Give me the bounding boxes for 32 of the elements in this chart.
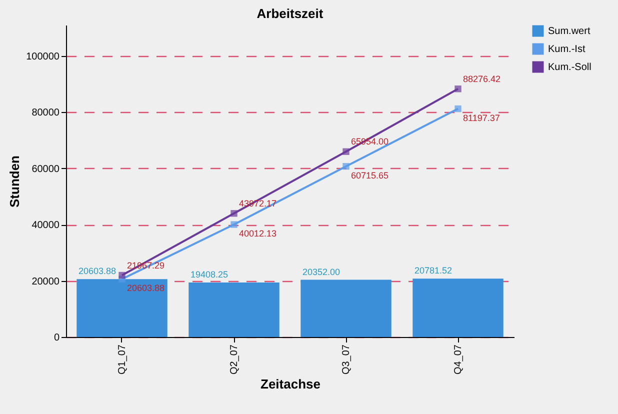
x-tick-label: Q4_07 [453,344,464,375]
chart-title: Arbeitszeit [256,6,324,21]
data-label: 20352.00 [302,266,340,277]
y-tick-label: 20000 [32,276,60,288]
data-label: 20781.52 [414,266,452,276]
x-tick-label: Q2_07 [229,344,240,375]
point [342,148,350,155]
point [454,105,462,112]
point [342,162,350,170]
point [118,272,126,279]
x-axis-title: Zeitachse [260,376,320,392]
y-tick-label: 0 [54,332,60,344]
point [454,86,462,92]
data-label: 20603.88 [78,266,116,276]
y-tick-label: 80000 [32,108,60,119]
point [230,210,238,217]
legend-label: Kum.-Soll [548,62,592,73]
y-tick-label: 100000 [26,51,60,62]
legend-label: Kum.-Ist [548,44,586,55]
x-tick-label: Q3_07 [341,344,352,375]
data-label: 88276.42 [463,74,501,84]
data-label: 40012.13 [239,228,277,239]
y-tick-label: 60000 [32,164,60,175]
point [230,221,238,228]
data-label: 20603.88 [127,283,165,294]
x-tick-label: Q1_07 [117,344,128,375]
legend-label: Sum.wert [548,26,590,37]
y-axis-title: Stunden [7,155,22,208]
data-label: 60715.65 [351,170,389,180]
y-tick-label: 40000 [32,220,60,232]
data-label: 81197.37 [463,112,500,123]
data-label: 19408.25 [190,269,228,280]
